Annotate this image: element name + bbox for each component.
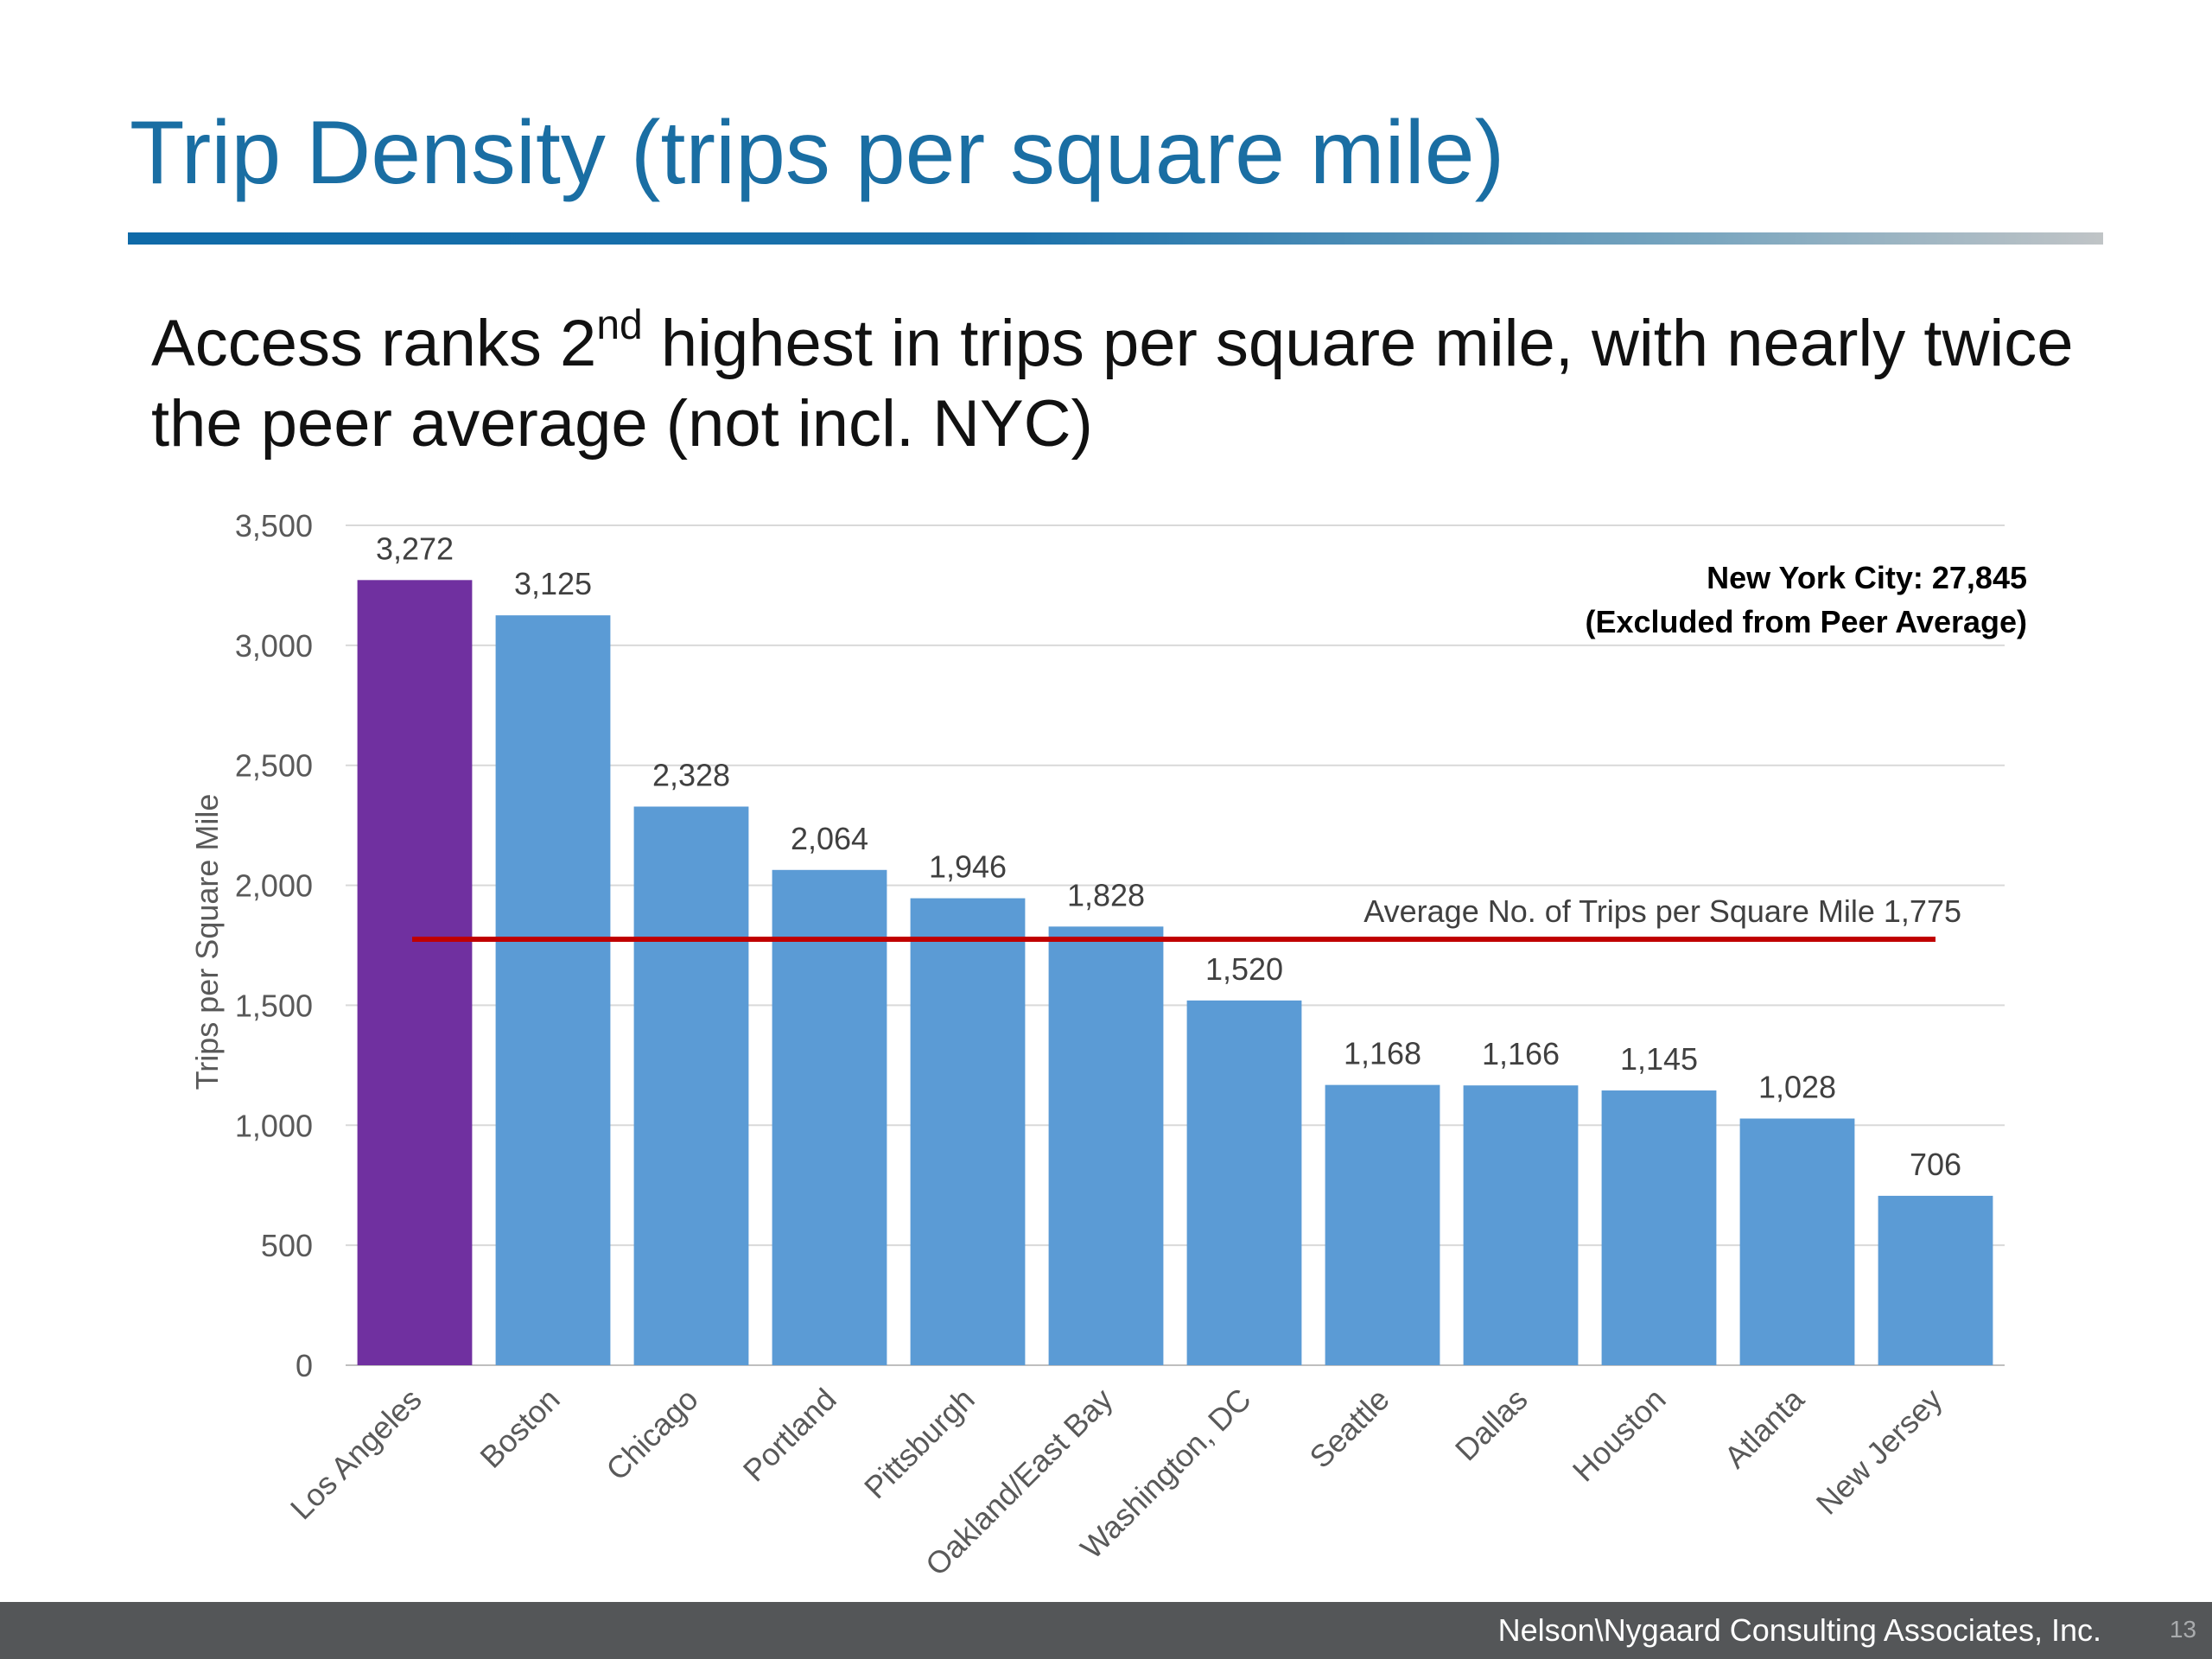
bar (1878, 1195, 1993, 1365)
page-number: 13 (2169, 1616, 2196, 1643)
bar (1739, 1118, 1855, 1365)
x-category-label: Los Angeles (283, 1382, 429, 1527)
bar (910, 898, 1026, 1365)
slide-title: Trip Density (trips per square mile) (130, 103, 1505, 203)
y-axis-title: Trips per Square Mile (189, 794, 225, 1090)
bar (1325, 1084, 1440, 1365)
bar-value-label: 1,520 (1205, 951, 1283, 987)
x-category-label: Seattle (1302, 1382, 1395, 1475)
title-divider (128, 232, 2103, 245)
average-line-label: Average No. of Trips per Square Mile 1,7… (1363, 893, 1961, 929)
bar-value-label: 706 (1910, 1147, 1961, 1182)
x-category-label: Chicago (599, 1382, 704, 1487)
y-tick-label: 2,500 (235, 748, 313, 784)
bar-value-label: 1,145 (1620, 1041, 1698, 1077)
x-category-label: Pittsburgh (857, 1382, 982, 1506)
bars (357, 580, 1993, 1365)
y-tick-label: 3,000 (235, 628, 313, 664)
bar-value-label: 2,064 (791, 821, 868, 856)
bar-value-label: 2,328 (652, 757, 730, 792)
bar (1186, 1000, 1302, 1365)
y-tick-label: 3,500 (235, 508, 313, 543)
x-category-label: Dallas (1448, 1382, 1535, 1468)
y-tick-label: 500 (261, 1228, 313, 1263)
y-tick-label: 0 (296, 1348, 313, 1383)
nyc-annotation-line2: (Excluded from Peer Average) (1585, 604, 2027, 639)
x-category-label: Portland (736, 1382, 843, 1489)
bar-value-label: 1,166 (1482, 1036, 1560, 1071)
subtitle-text-end: highest in trips per square mile, with n… (151, 307, 2074, 461)
bar (1601, 1090, 1717, 1365)
x-category-label: Boston (473, 1382, 566, 1475)
bar (495, 615, 611, 1365)
trip-density-bar-chart: 0 500 1,000 1,500 2,000 2,500 3,000 3,500 3,272… (189, 508, 2027, 1582)
bar (633, 806, 749, 1365)
y-axis-ticks: 0 500 1,000 1,500 2,000 2,500 3,000 3,500 (235, 508, 313, 1383)
bar (357, 580, 473, 1365)
bar (1463, 1085, 1579, 1365)
x-category-label: New Jersey (1809, 1382, 1949, 1522)
subtitle-text-start: Access ranks 2 (151, 307, 597, 380)
subtitle-superscript: nd (596, 302, 643, 348)
gridlines (346, 524, 2005, 1366)
footer-company-name: Nelson\Nygaard Consulting Associates, In… (1497, 1612, 2101, 1648)
bar-value-label: 3,272 (376, 531, 454, 566)
bar (1048, 926, 1164, 1365)
bar-value-label: 1,828 (1067, 877, 1145, 912)
nyc-annotation-line1: New York City: 27,845 (1707, 560, 2027, 595)
bar-value-label: 1,168 (1344, 1036, 1421, 1071)
x-category-label: Atlanta (1717, 1381, 1811, 1475)
bar-value-label: 3,125 (514, 566, 592, 601)
x-category-label: Houston (1566, 1382, 1673, 1489)
bar-value-label: 1,946 (929, 849, 1007, 885)
y-tick-label: 2,000 (235, 868, 313, 904)
y-tick-label: 1,000 (235, 1108, 313, 1143)
bar-value-label: 1,028 (1758, 1070, 1836, 1105)
bar (772, 869, 887, 1365)
footer-bar: Nelson\Nygaard Consulting Associates, In… (0, 1602, 2212, 1659)
value-labels: 3,272 3,125 2,328 2,064 1,946 1,828 1,520 1,168… (376, 531, 1961, 1182)
slide-subtitle: Access ranks 2nd highest in trips per sq… (151, 302, 2095, 464)
x-axis-labels: Los Angeles Boston Chicago Portland Pittsbur… (283, 1381, 1949, 1582)
y-tick-label: 1,500 (235, 988, 313, 1023)
